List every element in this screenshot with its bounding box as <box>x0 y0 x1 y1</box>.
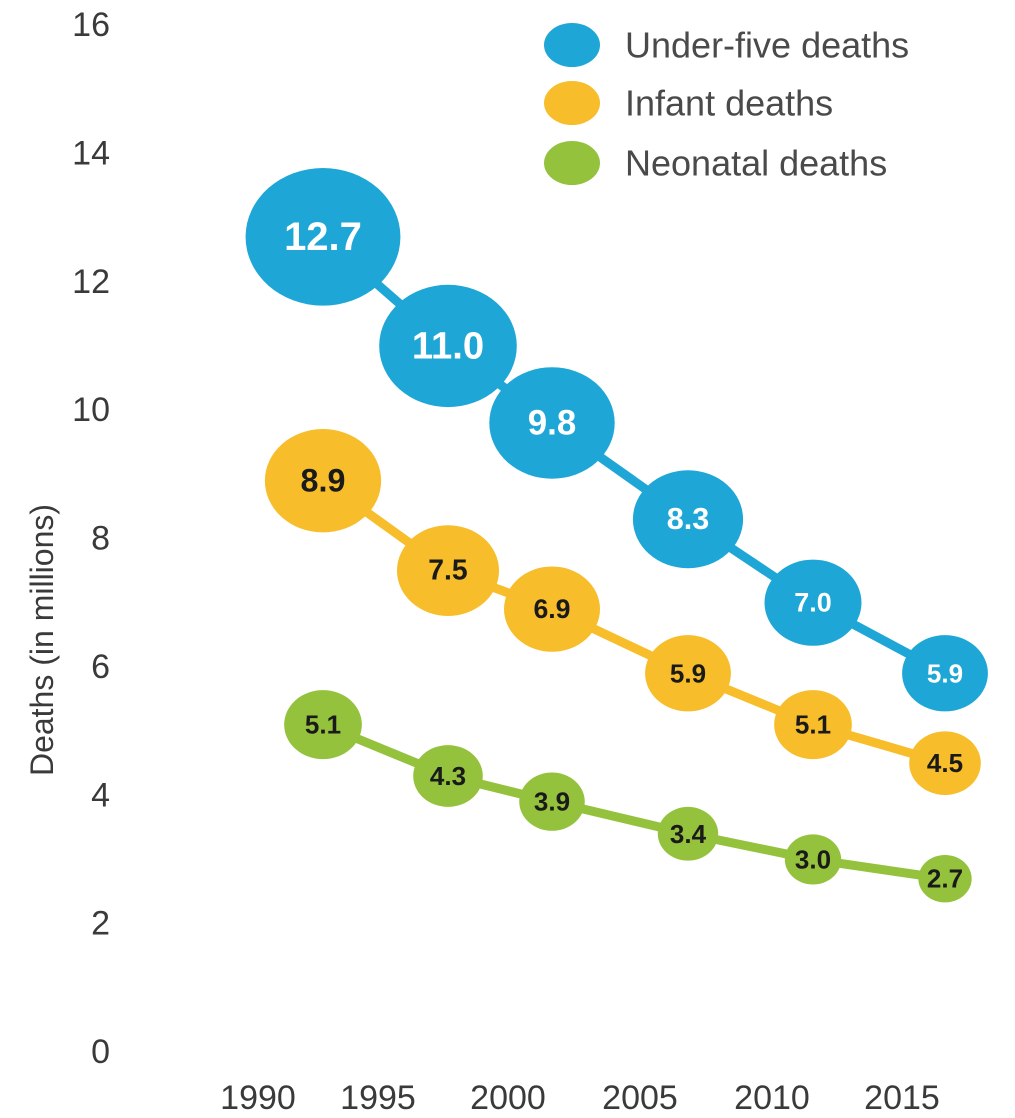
legend-swatch <box>544 141 600 185</box>
legend-label: Neonatal deaths <box>625 143 887 184</box>
data-label: 3.0 <box>795 844 831 874</box>
data-label: 4.5 <box>927 748 963 778</box>
legend-swatch <box>544 81 600 125</box>
x-tick-label: 2015 <box>864 1079 940 1117</box>
data-point <box>284 690 362 760</box>
y-axis-title: Deaths (in millions) <box>24 504 60 776</box>
data-label: 6.9 <box>533 594 570 624</box>
data-point <box>774 690 852 760</box>
data-point <box>504 566 600 652</box>
series-line <box>321 720 946 884</box>
y-axis: 0 2 4 6 8 10 12 14 16 Deaths (in millions) <box>24 6 110 1071</box>
x-tick-label: 2000 <box>470 1079 546 1117</box>
y-tick-label: 0 <box>91 1033 110 1071</box>
legend-label: Infant deaths <box>625 83 833 124</box>
y-tick-label: 12 <box>72 263 110 301</box>
series-group: 8.9 7.5 6.9 5.9 5.1 4.5 <box>264 429 981 795</box>
data-point <box>264 429 382 533</box>
y-tick-label: 14 <box>72 134 110 172</box>
data-point <box>909 731 981 795</box>
data-point <box>902 635 988 712</box>
x-tick-label: 2010 <box>734 1079 810 1117</box>
data-point <box>784 834 842 885</box>
data-point <box>918 854 972 903</box>
data-point <box>645 635 731 712</box>
data-label: 8.9 <box>301 463 346 499</box>
data-label: 7.0 <box>794 588 831 618</box>
legend-label: Under-five deaths <box>625 25 909 66</box>
y-tick-label: 16 <box>72 6 110 44</box>
data-label: 11.0 <box>412 324 484 367</box>
x-tick-label: 1990 <box>220 1079 296 1117</box>
legend-swatch <box>544 23 600 67</box>
series-layer: 12.711.09.88.37.05.98.97.56.95.95.14.55.… <box>245 167 988 903</box>
data-label: 12.7 <box>284 215 362 259</box>
data-label: 3.9 <box>534 787 570 817</box>
data-point <box>245 167 401 306</box>
data-label: 7.5 <box>428 555 467 587</box>
y-tick-label: 6 <box>91 648 110 686</box>
data-point <box>489 367 615 479</box>
series-group: 12.7 11.0 9.8 8.3 7.0 5.9 <box>245 167 988 712</box>
data-point <box>396 525 500 616</box>
x-tick-label: 2005 <box>602 1079 678 1117</box>
data-point <box>764 559 862 646</box>
y-tick-label: 2 <box>91 905 110 943</box>
data-label: 3.4 <box>670 819 707 849</box>
data-label: 4.3 <box>430 761 466 791</box>
data-label: 5.1 <box>305 710 341 740</box>
y-tick-label: 8 <box>91 520 110 558</box>
series-group: 5.1 4.3 3.9 3.4 3.0 2.7 <box>284 690 972 903</box>
data-point <box>632 470 744 569</box>
data-point <box>657 806 719 861</box>
data-label: 8.3 <box>667 502 710 536</box>
data-label: 5.1 <box>795 710 831 740</box>
y-tick-label: 10 <box>72 391 110 429</box>
data-label: 9.8 <box>528 403 576 442</box>
data-label: 5.9 <box>670 658 706 688</box>
data-point <box>413 745 483 807</box>
x-tick-label: 1995 <box>340 1079 416 1117</box>
data-point <box>519 772 585 831</box>
x-axis: 1990 1995 2000 2005 2010 2015 <box>220 1079 940 1117</box>
data-label: 5.9 <box>927 658 963 688</box>
data-label: 2.7 <box>927 864 963 894</box>
y-tick-label: 4 <box>91 776 110 814</box>
data-point <box>379 284 517 408</box>
legend: Under-five deaths Infant deaths Neonatal d… <box>544 23 909 185</box>
